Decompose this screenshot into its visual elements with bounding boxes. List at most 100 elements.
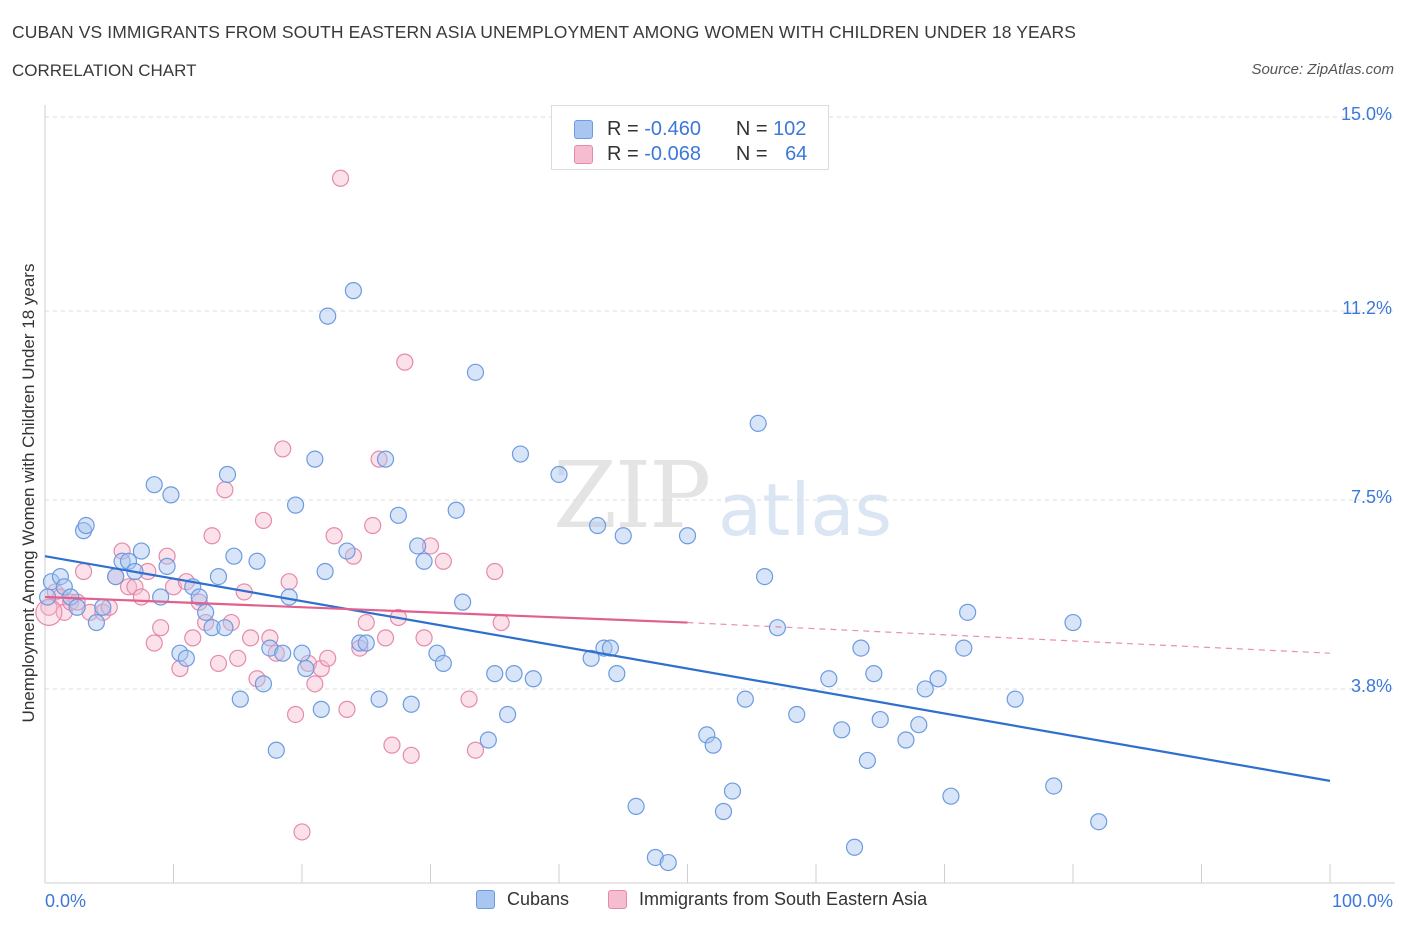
data-point <box>218 465 237 484</box>
chart-title: CUBAN VS IMMIGRANTS FROM SOUTH EASTERN A… <box>12 22 1077 42</box>
data-point <box>364 516 382 535</box>
data-point <box>77 516 95 535</box>
data-point <box>402 746 420 764</box>
data-point <box>723 782 742 800</box>
data-point <box>396 353 414 371</box>
source-label: Source: ZipAtlas.com <box>1251 61 1394 78</box>
data-point <box>1006 690 1024 708</box>
data-point <box>955 639 973 657</box>
data-point <box>293 644 311 662</box>
n-label: N = <box>735 142 768 165</box>
data-point <box>87 613 106 632</box>
data-point <box>370 450 388 468</box>
data-point <box>242 629 260 647</box>
series-legend: Cubans Immigrants from South Eastern Asi… <box>0 889 1406 915</box>
stats-row-sea: R = -0.068 N = 64 <box>574 141 807 167</box>
data-point <box>229 649 247 667</box>
data-point <box>94 598 112 616</box>
data-point <box>126 578 144 596</box>
data-point <box>698 726 716 744</box>
data-point <box>338 542 356 560</box>
r-value: -0.068 <box>644 142 701 165</box>
data-point <box>162 486 180 504</box>
data-point <box>158 547 176 565</box>
data-point-cluster <box>35 598 63 626</box>
data-point <box>1064 613 1082 632</box>
data-point <box>871 710 889 729</box>
data-point <box>319 649 337 667</box>
data-point <box>357 613 375 632</box>
data-point <box>511 445 530 463</box>
data-point <box>51 567 70 586</box>
legend-item-cubans[interactable]: Cubans <box>476 889 569 910</box>
data-point <box>74 562 93 581</box>
data-point <box>145 476 163 494</box>
data-point <box>306 675 324 693</box>
data-point <box>113 542 131 560</box>
data-point <box>325 527 343 545</box>
data-point <box>132 588 150 606</box>
data-point <box>344 282 362 300</box>
sea-swatch <box>608 890 627 909</box>
data-point <box>714 802 733 821</box>
data-point <box>261 639 279 657</box>
data-point <box>755 567 774 586</box>
data-point <box>152 619 170 637</box>
data-point <box>171 659 189 678</box>
data-point <box>788 705 806 724</box>
data-point <box>1045 777 1063 795</box>
data-point <box>297 659 315 678</box>
data-point <box>614 527 632 545</box>
data-point <box>132 542 150 560</box>
data-point <box>959 603 977 621</box>
data-point <box>833 721 851 739</box>
data-point <box>582 649 600 667</box>
data-point <box>852 639 870 657</box>
r-label: R = <box>607 142 639 165</box>
r-value: -0.460 <box>644 117 701 140</box>
data-point <box>293 823 311 841</box>
data-point <box>608 665 626 683</box>
data-point <box>929 670 947 688</box>
data-point <box>158 557 176 575</box>
data-point <box>216 481 234 499</box>
data-point <box>486 665 504 683</box>
data-point <box>274 440 292 458</box>
data-point <box>595 639 613 657</box>
data-point <box>415 552 433 570</box>
data-point <box>177 649 195 667</box>
cubans-swatch <box>476 890 495 909</box>
data-point <box>55 603 73 621</box>
series-sea-points <box>35 169 510 841</box>
data-point <box>261 629 279 647</box>
data-point <box>376 629 395 647</box>
data-point <box>383 736 401 754</box>
data-point <box>492 613 510 632</box>
data-point <box>274 644 292 662</box>
x-tick-label-max: 100.0% <box>1331 891 1393 911</box>
n-value: 64 <box>785 142 808 165</box>
data-point <box>267 741 285 759</box>
x-tick-label-min: 0.0% <box>45 891 87 911</box>
data-point <box>254 511 273 530</box>
y-axis-label: Unemployment Among Women with Children U… <box>19 263 38 723</box>
data-point <box>203 619 221 637</box>
data-point <box>319 307 337 325</box>
legend-item-sea[interactable]: Immigrants from South Eastern Asia <box>608 889 927 910</box>
data-point <box>415 629 433 647</box>
data-point <box>447 501 465 519</box>
data-point <box>145 634 163 652</box>
data-point <box>505 665 523 683</box>
data-point <box>357 634 375 652</box>
data-point <box>646 848 664 867</box>
data-point <box>897 731 915 749</box>
data-point <box>865 665 883 683</box>
data-point <box>338 700 356 718</box>
data-point <box>460 690 478 708</box>
data-point <box>209 654 228 673</box>
data-point <box>550 465 568 484</box>
trend-line-cubans <box>44 555 1331 782</box>
stats-legend: R = -0.460 N = 102 R = -0.068 N = 64 <box>551 105 829 170</box>
trend-line-sea-extension <box>687 621 1331 654</box>
y-tick-label: 15.0% <box>1340 104 1392 124</box>
